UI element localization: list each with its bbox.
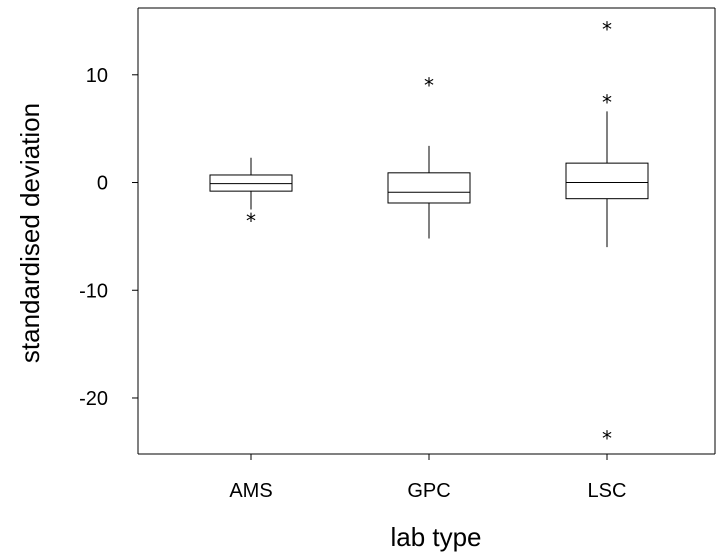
x-axis-title: lab type bbox=[390, 522, 481, 552]
outlier-marker: * bbox=[246, 209, 256, 233]
x-tick-label: LSC bbox=[588, 480, 627, 502]
y-tick-label: -10 bbox=[79, 280, 108, 302]
outlier-marker: * bbox=[602, 17, 612, 41]
outlier-marker: * bbox=[602, 427, 612, 451]
y-axis-title: standardised deviation bbox=[15, 103, 45, 363]
x-tick-label: AMS bbox=[229, 480, 272, 502]
box-ams: * bbox=[209, 157, 293, 233]
box-lsc: * * * bbox=[565, 17, 649, 451]
box-iqr bbox=[209, 174, 293, 192]
box-iqr bbox=[565, 162, 649, 200]
y-axis: 10 0 -10 -20 bbox=[79, 65, 138, 410]
y-tick-label: -20 bbox=[79, 388, 108, 410]
box-iqr bbox=[387, 172, 471, 204]
outlier-marker: * bbox=[602, 91, 612, 115]
y-tick-label: 0 bbox=[97, 173, 108, 195]
y-tick-label: 10 bbox=[86, 65, 108, 87]
outlier-marker: * bbox=[424, 73, 434, 97]
x-axis: AMS GPC LSC bbox=[229, 454, 626, 502]
box-series: * * * * * bbox=[209, 17, 649, 451]
box-gpc: * bbox=[387, 73, 471, 239]
plot-frame bbox=[137, 7, 716, 455]
x-tick-label: GPC bbox=[407, 480, 450, 502]
